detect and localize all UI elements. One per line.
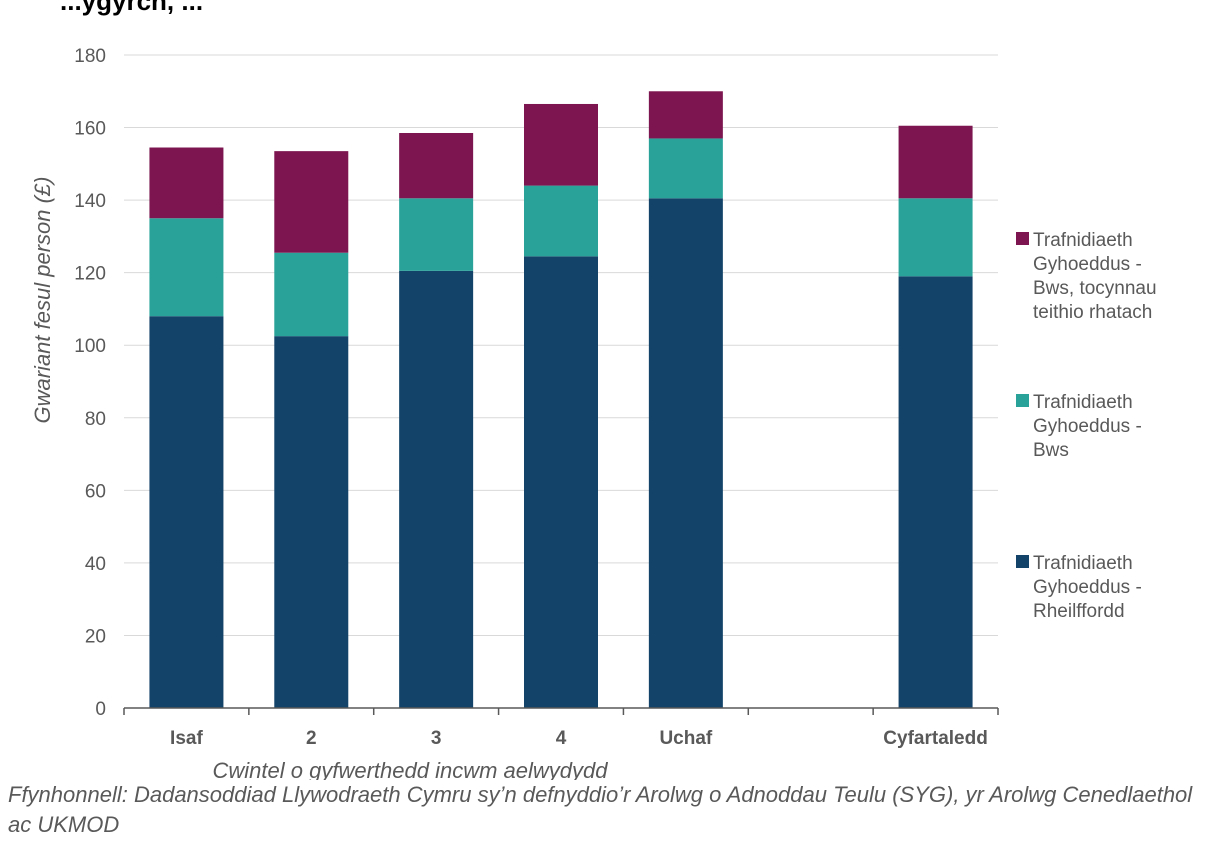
bar-segment-s2-c2 [399,132,474,199]
y-tick-label: 120 [74,264,106,285]
bar-segment-s2-c1 [274,151,349,253]
chart-title-fragment: ...ygyrch, ... [60,0,204,16]
legend-line: Bws, tocynnau [1033,278,1157,299]
bar-segment-s0-c3 [524,256,598,708]
y-tick-label: 80 [85,409,106,430]
bar-segment-s1-c4 [648,138,723,199]
x-axis-label: Cwintel o gyfwerthedd incwm aelwydydd [213,758,609,780]
bar-segment-s1-c1 [274,252,349,337]
x-axis-tick-labels: Isaf 2 3 4 Uchaf Cyfartaledd [170,728,988,749]
bar-segment-s2-c4 [648,91,723,139]
legend-line: Gyhoeddus - [1033,254,1142,275]
y-tick-label: 0 [95,699,106,720]
legend-line: teithio rhatach [1033,302,1152,323]
legend-entry-2: Trafnidiaeth Gyhoeddus - Bws, tocynnau teit… [1033,230,1157,323]
bars [149,91,973,708]
y-tick-label: 20 [85,626,106,647]
y-axis-label: Gwariant fesul person (£) [30,177,55,424]
bar-segment-s1-c3 [524,185,598,257]
x-tick-label: 4 [556,728,567,749]
bar-segment-s1-c0 [149,218,224,317]
legend: Trafnidiaeth Gyhoeddus - Bws, tocynnau teit… [1016,230,1157,622]
y-tick-label: 160 [74,119,106,140]
x-tick-label: Cyfartaledd [883,728,988,749]
legend-line: Bws [1033,440,1069,461]
x-tick-label: Isaf [170,728,203,749]
x-axis [123,707,999,715]
bar-segment-s1-c2 [399,198,474,271]
y-tick-label: 140 [74,191,106,212]
source-note: Ffynhonnell: Dadansoddiad Llywodraeth Cy… [8,782,1193,837]
legend-swatch-0 [1016,555,1029,568]
y-tick-label: 180 [74,46,106,67]
x-tick-label: 2 [306,728,317,749]
legend-entry-1: Trafnidiaeth Gyhoeddus - Bws [1033,392,1142,461]
bar-segment-s0-c6 [898,276,973,708]
stacked-bar-chart: 0 20 40 60 80 100 120 140 160 180 Isaf 2 3 4 Uchaf Cyf… [30,46,1157,780]
legend-entry-0: Trafnidiaeth Gyhoeddus - Rheilffordd [1033,553,1142,622]
legend-line: Trafnidiaeth [1033,553,1133,574]
y-axis-ticks: 0 20 40 60 80 100 120 140 160 180 [74,46,106,720]
bar-segment-s0-c1 [274,336,349,708]
bar-segment-s0-c0 [149,316,224,708]
legend-line: Trafnidiaeth [1033,392,1133,413]
legend-line: Gyhoeddus - [1033,577,1142,598]
legend-line: Rheilffordd [1033,601,1125,622]
legend-line: Gyhoeddus - [1033,416,1142,437]
bar-segment-s1-c6 [898,198,973,277]
legend-swatch-2 [1016,232,1029,245]
bar-segment-s2-c6 [898,125,973,199]
bar-segment-s2-c3 [524,103,598,186]
x-tick-label: Uchaf [659,728,712,749]
y-tick-label: 40 [85,554,106,575]
legend-line: Trafnidiaeth [1033,230,1133,251]
y-tick-label: 60 [85,481,106,502]
x-tick-label: 3 [431,728,442,749]
bar-segment-s0-c4 [648,198,723,708]
y-tick-label: 100 [74,336,106,357]
bar-segment-s0-c2 [399,270,474,708]
legend-swatch-1 [1016,394,1029,407]
bar-segment-s2-c0 [149,147,224,219]
